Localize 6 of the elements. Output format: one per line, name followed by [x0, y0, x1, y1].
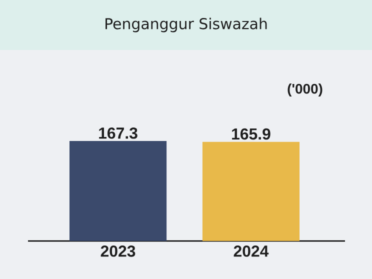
data-label: 167.3 — [99, 128, 138, 139]
chart-title: Penganggur Siswazah — [106, 18, 267, 32]
x-tick-label: 2023 — [100, 246, 136, 257]
text: ('000) — [288, 83, 322, 96]
x-tick-label: 2024 — [234, 246, 269, 257]
data-label: 165.9 — [232, 128, 270, 140]
